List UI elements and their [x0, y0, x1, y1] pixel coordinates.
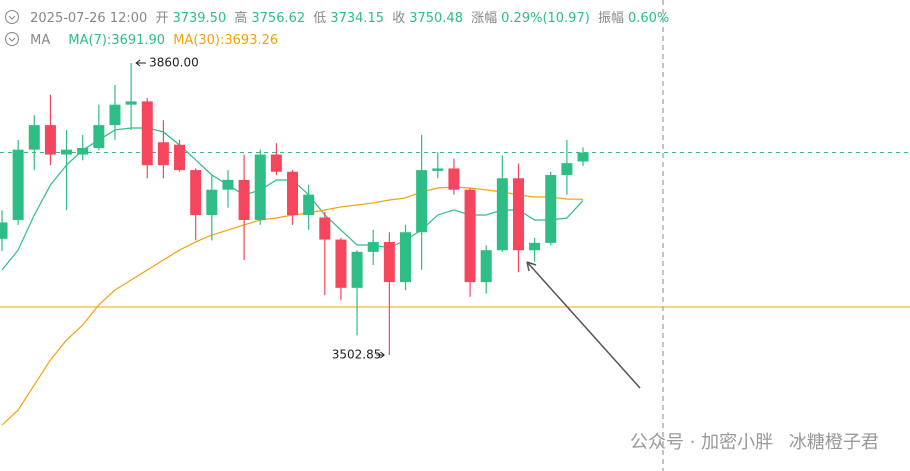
candle-body — [174, 144, 186, 171]
candle-body — [432, 168, 444, 171]
candle-body — [12, 149, 24, 220]
candle-body — [125, 101, 137, 105]
watermark: 公众号 · 加密小胖 冰糖橙子君 — [630, 428, 879, 454]
min-label: 3502.85 — [332, 348, 382, 362]
ma-header: MA MA(7):3691.90 MA(30):3693.26 — [0, 28, 282, 48]
time: 2025-07-26 12:00 — [30, 11, 148, 26]
candle-body — [287, 171, 299, 216]
header: 2025-07-26 12:00 开 3739.50 高 3756.62 低 3734… — [0, 6, 673, 26]
candle-body — [416, 170, 428, 233]
min-arrow — [376, 351, 385, 359]
max-label: 3860.00 — [149, 55, 199, 69]
candle-body — [480, 250, 492, 283]
candle-body — [529, 242, 541, 251]
candle-body — [270, 154, 282, 172]
label: 低 — [313, 11, 327, 26]
ma7: MA(7):3691.90 — [68, 33, 166, 48]
candle-body — [0, 222, 8, 239]
candle-body — [44, 125, 56, 155]
candle-body — [109, 104, 121, 126]
label: 开 — [155, 11, 169, 26]
ma30: MA(30):3693.26 — [173, 33, 279, 48]
watermark-author: 冰糖橙子君 — [788, 432, 879, 453]
collapse-icon[interactable] — [4, 31, 20, 47]
label: 收 — [392, 11, 406, 26]
candle-body — [512, 178, 524, 251]
candle-body — [335, 239, 347, 288]
candle-body — [206, 189, 218, 216]
collapse-icon[interactable] — [4, 9, 20, 25]
candle-body — [157, 142, 169, 166]
value: 0.29%(10.97) — [501, 11, 590, 26]
label: 振幅 — [597, 11, 624, 26]
candle-body — [448, 168, 460, 190]
candle-body — [400, 232, 411, 283]
candle-body — [496, 178, 508, 251]
label: 高 — [234, 11, 248, 26]
value: 3739.50 — [172, 11, 227, 26]
candle-body — [254, 154, 266, 220]
candle-body — [319, 217, 331, 240]
candle-body — [77, 148, 89, 155]
candle-body — [238, 179, 250, 220]
candle-body — [222, 179, 234, 190]
candle-body — [93, 125, 105, 149]
candle-body — [303, 194, 315, 216]
pointer-arrow — [526, 261, 641, 389]
candle-body — [351, 251, 363, 288]
candle-body — [141, 101, 153, 166]
value: 0.60% — [627, 11, 670, 26]
label: 涨幅 — [471, 11, 498, 26]
candle-body — [367, 242, 379, 252]
candle-body — [383, 242, 395, 283]
value: 3734.15 — [330, 11, 385, 26]
watermark-account: 公众号 · 加密小胖 — [630, 432, 774, 453]
ma-label: MA — [30, 33, 51, 48]
candle-body — [545, 174, 557, 243]
candle-body — [190, 170, 202, 216]
candle-body — [28, 125, 40, 150]
max-arrow — [135, 59, 147, 67]
candle-body — [577, 152, 589, 162]
candle-body — [561, 163, 573, 175]
value: 3756.62 — [251, 11, 306, 26]
candle-body — [61, 149, 73, 155]
candle-body — [464, 189, 476, 283]
value: 3750.48 — [409, 11, 463, 26]
